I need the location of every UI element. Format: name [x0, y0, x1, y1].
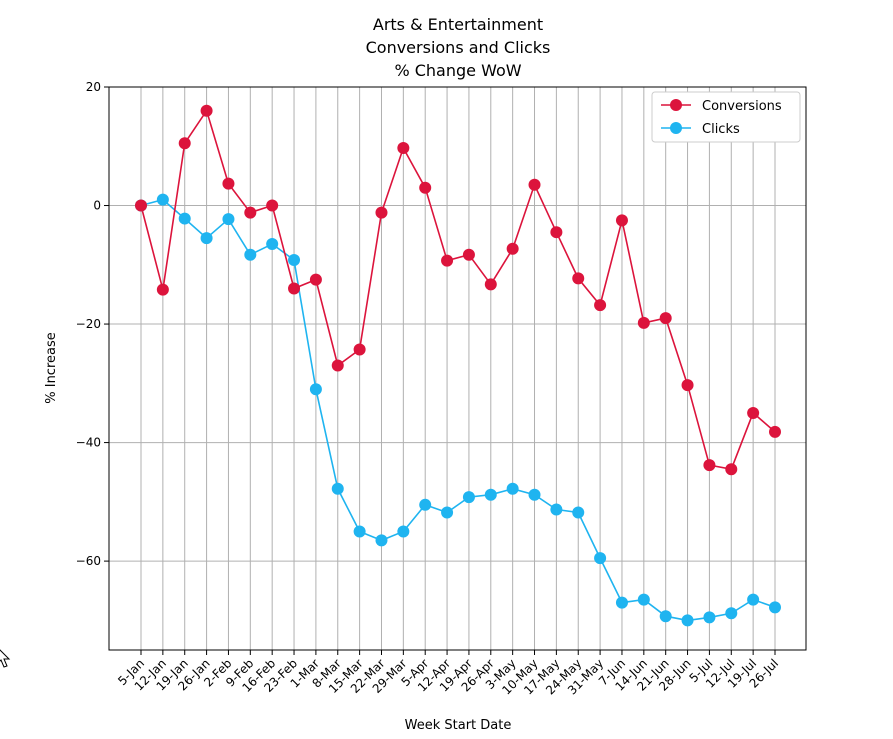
data-point-clicks: [462, 491, 475, 504]
data-point-clicks: [747, 593, 760, 606]
data-point-conversions: [462, 248, 475, 261]
chart-title: Arts & Entertainment Conversions and Cli…: [366, 15, 551, 80]
y-axis: 20 0 −20 −40 −60: [76, 80, 109, 568]
data-point-clicks: [266, 238, 279, 251]
data-point-clicks: [725, 607, 738, 620]
series-line-conversions: [140, 108, 776, 471]
data-point-conversions: [200, 104, 213, 117]
data-point-conversions: [506, 242, 519, 255]
data-point-clicks: [419, 498, 432, 511]
data-point-clicks: [659, 610, 672, 623]
data-point-clicks: [681, 614, 694, 627]
y-tick-label: −20: [76, 317, 101, 331]
data-point-clicks: [572, 506, 585, 519]
data-point-conversions: [331, 359, 344, 372]
gridlines: [109, 86, 806, 650]
chart-title-line-2: Conversions and Clicks: [366, 38, 551, 57]
legend-label-conversions: Conversions: [702, 99, 782, 114]
data-point-clicks: [397, 525, 410, 538]
data-point-clicks: [178, 212, 191, 225]
data-point-conversions: [375, 206, 388, 219]
data-point-conversions: [725, 463, 738, 476]
data-point-clicks: [331, 482, 344, 495]
data-point-clicks: [528, 488, 541, 501]
data-point-conversions: [222, 177, 235, 190]
data-point-clicks: [769, 601, 781, 614]
data-point-clicks: [594, 552, 607, 565]
x-axis: 5-Jan12-Jan19-Jan26-Jan2-Feb9-Feb16-Feb2…: [115, 650, 781, 698]
data-point-clicks: [506, 482, 519, 495]
data-point-conversions: [156, 283, 169, 296]
plot-frame: [108, 86, 807, 651]
data-point-conversions: [550, 226, 563, 239]
series-line-clicks: [140, 198, 776, 622]
data-point-clicks: [156, 193, 169, 206]
data-point-clicks: [550, 503, 563, 516]
data-point-conversions: [594, 299, 607, 312]
data-point-conversions: [178, 137, 191, 150]
data-point-conversions: [266, 199, 279, 212]
x-axis-label: Week Start Date: [405, 718, 512, 733]
data-point-conversions: [747, 406, 760, 419]
data-point-conversions: [419, 181, 432, 194]
data-point-conversions: [484, 278, 497, 291]
legend-marker-conversions: [670, 99, 682, 111]
data-point-conversions: [703, 459, 716, 472]
data-point-clicks: [288, 254, 301, 267]
y-tick-label: −40: [76, 436, 101, 450]
data-point-clicks: [484, 488, 497, 501]
chart-title-line-3: % Change WoW: [394, 61, 521, 80]
data-point-clicks: [375, 534, 388, 547]
mouse-cursor-icon: [0, 649, 11, 668]
data-point-clicks: [244, 248, 257, 261]
data-point-conversions: [681, 379, 694, 392]
legend-label-clicks: Clicks: [702, 122, 740, 137]
data-point-clicks: [200, 232, 213, 245]
data-point-clicks: [703, 611, 716, 624]
series-points: [135, 104, 781, 627]
y-axis-label: % Increase: [44, 332, 59, 404]
y-tick-label: 0: [93, 199, 101, 213]
data-point-conversions: [615, 214, 628, 227]
data-point-conversions: [572, 272, 585, 285]
data-point-clicks: [353, 525, 366, 538]
data-point-clicks: [222, 213, 235, 226]
data-point-clicks: [309, 383, 322, 396]
series-lines: [140, 108, 776, 622]
data-point-conversions: [397, 142, 410, 155]
data-point-clicks: [615, 596, 628, 609]
y-tick-label: −60: [76, 554, 101, 568]
data-point-conversions: [353, 343, 366, 356]
data-point-conversions: [769, 425, 781, 438]
data-point-conversions: [309, 273, 322, 286]
data-point-conversions: [528, 178, 541, 191]
data-point-conversions: [244, 206, 257, 219]
legend-marker-clicks: [670, 122, 682, 134]
data-point-conversions: [135, 199, 147, 212]
data-point-conversions: [288, 282, 301, 295]
data-point-conversions: [441, 254, 454, 267]
y-tick-label: 20: [86, 80, 101, 94]
data-point-conversions: [637, 316, 650, 329]
chart-title-line-1: Arts & Entertainment: [373, 15, 543, 34]
data-point-clicks: [441, 506, 454, 519]
data-point-conversions: [659, 312, 672, 325]
legend: Conversions Clicks: [651, 91, 801, 143]
data-point-clicks: [637, 593, 650, 606]
